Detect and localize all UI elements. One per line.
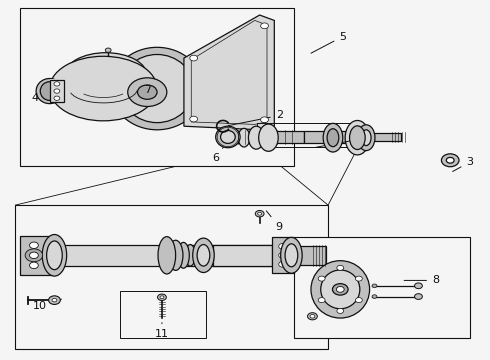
Circle shape	[441, 154, 459, 167]
Circle shape	[54, 96, 60, 100]
Ellipse shape	[259, 124, 278, 151]
Circle shape	[160, 296, 164, 299]
Ellipse shape	[220, 131, 235, 143]
Ellipse shape	[357, 125, 375, 150]
Ellipse shape	[323, 123, 343, 152]
Ellipse shape	[311, 261, 369, 318]
Bar	[49, 79, 74, 103]
Ellipse shape	[345, 121, 369, 155]
Circle shape	[415, 283, 422, 289]
Circle shape	[279, 243, 287, 249]
Bar	[20, 8, 294, 166]
Circle shape	[29, 262, 38, 269]
Circle shape	[54, 82, 60, 86]
Text: 8: 8	[404, 275, 439, 285]
Ellipse shape	[168, 240, 183, 270]
Circle shape	[138, 85, 157, 99]
Ellipse shape	[42, 234, 67, 276]
Text: 5: 5	[311, 32, 346, 53]
Bar	[20, 235, 52, 275]
Ellipse shape	[327, 129, 339, 147]
Bar	[257, 123, 357, 147]
Ellipse shape	[36, 78, 63, 104]
Circle shape	[318, 276, 325, 281]
Circle shape	[332, 284, 348, 295]
Bar	[272, 237, 294, 273]
Circle shape	[337, 265, 343, 270]
Ellipse shape	[64, 53, 147, 99]
Ellipse shape	[193, 238, 214, 273]
Circle shape	[258, 212, 262, 215]
Circle shape	[255, 211, 264, 217]
Text: 3: 3	[453, 157, 473, 171]
Ellipse shape	[281, 237, 302, 273]
Text: 1: 1	[316, 132, 375, 147]
Circle shape	[49, 296, 60, 305]
Circle shape	[310, 315, 315, 318]
Ellipse shape	[285, 244, 298, 267]
Circle shape	[279, 261, 287, 267]
Ellipse shape	[197, 244, 210, 266]
Circle shape	[158, 294, 166, 301]
Text: 9: 9	[266, 211, 283, 231]
Circle shape	[190, 116, 197, 122]
Bar	[294, 237, 470, 338]
Text: 6: 6	[212, 147, 224, 163]
Bar	[362, 133, 401, 141]
Circle shape	[372, 295, 377, 298]
Circle shape	[29, 242, 38, 248]
Ellipse shape	[49, 56, 157, 121]
Circle shape	[52, 298, 57, 302]
Ellipse shape	[216, 126, 240, 148]
Circle shape	[54, 89, 60, 93]
Circle shape	[337, 309, 343, 314]
Bar	[304, 131, 362, 143]
Circle shape	[355, 276, 362, 281]
Ellipse shape	[121, 54, 194, 123]
Ellipse shape	[361, 130, 371, 145]
Bar	[299, 246, 326, 265]
Text: 10: 10	[33, 299, 62, 311]
Ellipse shape	[248, 126, 264, 149]
Bar	[49, 244, 294, 266]
Circle shape	[279, 252, 287, 258]
Circle shape	[105, 48, 111, 52]
Circle shape	[446, 157, 454, 163]
Circle shape	[355, 298, 362, 303]
Circle shape	[128, 78, 167, 107]
Bar	[121, 291, 206, 338]
Bar	[15, 205, 328, 348]
Bar	[59, 76, 147, 108]
Ellipse shape	[177, 242, 189, 268]
Bar	[235, 131, 304, 143]
Polygon shape	[184, 15, 274, 130]
Bar	[213, 244, 272, 266]
Circle shape	[336, 287, 344, 292]
Circle shape	[372, 284, 377, 288]
Ellipse shape	[185, 244, 195, 266]
Circle shape	[261, 23, 269, 29]
Circle shape	[29, 252, 38, 258]
Circle shape	[308, 313, 318, 320]
Text: 4: 4	[31, 93, 38, 103]
Circle shape	[261, 117, 269, 123]
Bar	[49, 80, 64, 102]
Ellipse shape	[47, 241, 62, 270]
Circle shape	[190, 55, 197, 61]
Text: 7: 7	[144, 85, 151, 95]
Ellipse shape	[111, 47, 203, 130]
Circle shape	[25, 249, 43, 262]
Ellipse shape	[40, 82, 59, 100]
Ellipse shape	[349, 126, 365, 149]
Ellipse shape	[321, 270, 360, 309]
Text: 2: 2	[228, 111, 283, 126]
Ellipse shape	[238, 129, 250, 147]
Ellipse shape	[158, 237, 175, 274]
Circle shape	[318, 298, 325, 303]
Circle shape	[415, 294, 422, 300]
Text: 11: 11	[155, 323, 169, 339]
